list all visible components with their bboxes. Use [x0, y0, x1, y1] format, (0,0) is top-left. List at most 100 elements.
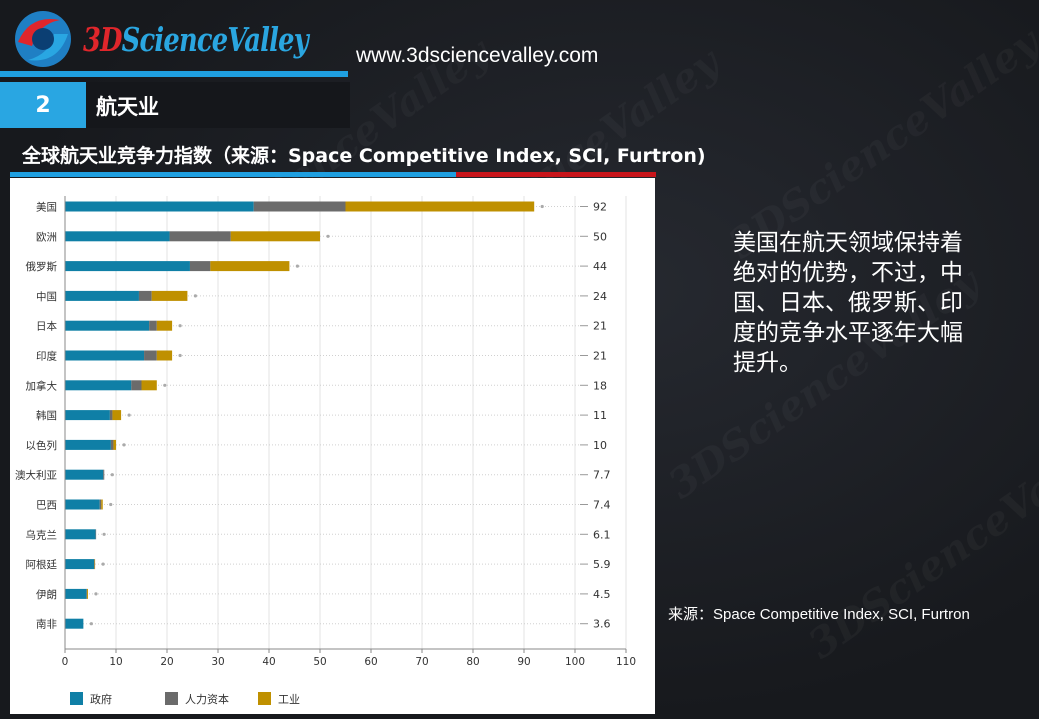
bar-segment	[169, 231, 231, 242]
brand-prefix: 3D	[83, 20, 122, 59]
bar-segment	[65, 350, 145, 361]
total-label: 6.1	[593, 528, 611, 541]
bar-end-marker	[540, 204, 544, 209]
x-tick-label: 30	[211, 656, 224, 668]
bar-segment	[65, 529, 96, 540]
bar-segment	[65, 410, 110, 421]
total-label: 92	[593, 201, 607, 214]
section-number: 2	[35, 92, 51, 118]
bar-segment	[65, 559, 95, 570]
bar-segment	[101, 499, 103, 510]
header-accent-bar	[0, 71, 348, 77]
section-title-box: 航天业	[86, 82, 350, 128]
category-label: 以色列	[26, 439, 58, 452]
section-title: 航天业	[96, 95, 159, 119]
bar-end-marker	[109, 502, 113, 507]
bar-segment	[65, 588, 87, 599]
category-label: 乌克兰	[26, 528, 58, 541]
logo-globe-icon	[15, 11, 71, 67]
bar-end-marker	[122, 443, 126, 447]
bar-end-marker	[94, 592, 98, 596]
total-label: 24	[593, 290, 607, 303]
bar-segment	[138, 290, 152, 301]
bar-segment	[110, 439, 114, 450]
category-label: 巴西	[36, 500, 57, 512]
title-rule-red	[456, 172, 656, 177]
title-rule-blue	[10, 172, 456, 177]
legend-swatch	[165, 692, 178, 705]
category-label: 欧洲	[36, 231, 57, 243]
bar-segment	[65, 290, 139, 301]
total-label: 10	[593, 439, 607, 452]
total-label: 11	[593, 409, 607, 422]
description-text: 美国在航天领域保持着绝对的优势，不过，中国、日本、俄罗斯、印度的竞争水平逐年大幅…	[733, 230, 963, 376]
bar-segment	[156, 350, 173, 361]
bar-segment	[131, 380, 142, 391]
bar-end-marker	[178, 324, 182, 328]
bar-segment	[109, 410, 113, 421]
total-label: 5.9	[593, 558, 611, 571]
category-label: 南非	[36, 618, 57, 631]
bar-end-marker	[110, 473, 114, 477]
chart-title: 全球航天业竞争力指数（来源：Space Competitive Index, S…	[22, 145, 706, 167]
x-tick-label: 20	[160, 656, 173, 668]
x-tick-label: 70	[415, 656, 428, 668]
total-label: 50	[593, 230, 607, 243]
bar-segment	[149, 320, 157, 331]
x-tick-label: 90	[517, 656, 530, 668]
x-tick-label: 40	[262, 656, 275, 668]
legend-label: 政府	[90, 692, 112, 706]
bar-end-marker	[178, 353, 182, 358]
total-label: 7.4	[593, 499, 611, 512]
total-label: 21	[593, 350, 607, 363]
section-number-box: 2	[0, 82, 86, 128]
total-label: 44	[593, 260, 607, 273]
bar-end-marker	[102, 532, 106, 536]
site-url[interactable]: www.3dsciencevalley.com	[356, 44, 599, 67]
bar-segment	[156, 320, 173, 331]
x-tick-label: 60	[364, 656, 377, 668]
bar-segment	[65, 261, 190, 272]
bar-segment	[65, 320, 150, 331]
x-tick-label: 100	[565, 656, 585, 668]
bar-segment	[95, 529, 97, 540]
bar-segment	[210, 261, 290, 272]
category-label: 印度	[36, 350, 57, 363]
total-label: 4.5	[593, 588, 611, 601]
total-label: 7.7	[593, 469, 611, 482]
bar-segment	[65, 231, 170, 242]
bar-segment	[253, 201, 346, 212]
stacked-bar-chart: 美国 92 欧洲 50 俄罗斯 44 中国 24 日本 21 印度 21 加拿大 18 韩国 11 以色列 10 澳…	[15, 196, 636, 706]
category-label: 伊朗	[36, 589, 57, 601]
category-label: 阿根廷	[26, 558, 58, 571]
bar-end-marker	[163, 383, 167, 387]
bar-end-marker	[295, 264, 299, 268]
bar-segment	[141, 380, 157, 391]
bar-segment	[94, 559, 96, 570]
bar-segment	[99, 499, 102, 510]
bar-segment	[345, 201, 535, 212]
x-tick-label: 10	[109, 656, 122, 668]
bar-segment	[230, 231, 320, 242]
category-label: 美国	[36, 201, 57, 214]
category-label: 日本	[36, 320, 57, 333]
category-label: 澳大利亚	[15, 469, 57, 482]
chart-panel: 美国 92 欧洲 50 俄罗斯 44 中国 24 日本 21 印度 21 加拿大 18 韩国 11 以色列 10 澳…	[10, 178, 655, 714]
bar-segment	[94, 559, 95, 570]
bar-end-marker	[326, 234, 330, 238]
brand-suffix: ScienceValley	[121, 20, 309, 59]
legend-label: 人力资本	[185, 692, 229, 706]
category-label: 俄罗斯	[26, 260, 58, 273]
legend-swatch	[258, 692, 271, 705]
category-label: 韩国	[36, 409, 57, 422]
bar-segment	[65, 439, 111, 450]
bar-segment	[65, 469, 104, 480]
bar-segment	[112, 410, 122, 421]
legend-swatch	[70, 692, 83, 705]
bar-segment	[86, 588, 88, 599]
total-label: 3.6	[593, 618, 611, 631]
bar-segment	[151, 290, 188, 301]
bar-end-marker	[89, 622, 93, 626]
bar-end-marker	[127, 413, 131, 417]
bar-segment	[103, 469, 105, 480]
